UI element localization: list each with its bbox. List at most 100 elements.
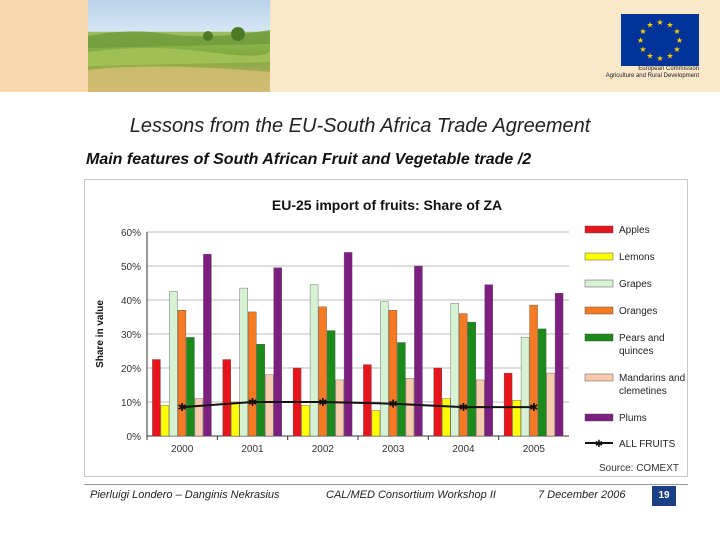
bar	[450, 303, 459, 437]
legend-swatch	[584, 333, 614, 342]
x-tick-label: 2004	[452, 444, 475, 455]
svg-text:★: ★	[656, 54, 663, 63]
y-axis-label: Share in value	[95, 300, 106, 368]
all-fruits-marker: ✱	[248, 396, 257, 409]
legend-label: Grapes	[619, 279, 652, 290]
legend-label: Apples	[619, 225, 650, 236]
footer-event: CAL/MED Consortium Workshop II	[326, 489, 496, 501]
y-tick-label: 40%	[121, 296, 141, 307]
slide-title: Lessons from the EU-South Africa Trade A…	[129, 115, 591, 137]
svg-text:★: ★	[646, 21, 653, 30]
bar	[301, 405, 310, 437]
bar	[318, 306, 327, 437]
y-tick-label: 0%	[127, 432, 142, 443]
legend-label: Mandarins and	[619, 373, 685, 384]
legend-label: Plums	[619, 413, 647, 424]
all-fruits-marker: ✱	[178, 401, 187, 414]
chart-title: EU-25 import of fruits: Share of ZA	[272, 197, 502, 213]
svg-text:★: ★	[676, 36, 683, 45]
bar	[467, 321, 476, 437]
bar	[363, 364, 372, 437]
bar	[546, 372, 555, 437]
bar	[160, 405, 170, 437]
svg-text:★: ★	[646, 52, 653, 61]
bar	[152, 359, 161, 437]
bar	[512, 400, 521, 437]
y-tick-label: 20%	[121, 364, 141, 375]
bar	[335, 379, 344, 437]
all-fruits-marker: ✱	[318, 396, 327, 409]
all-fruits-marker: ✱	[529, 401, 538, 414]
bar	[326, 330, 336, 437]
bar	[169, 291, 178, 437]
bar	[529, 304, 538, 437]
bar	[177, 309, 187, 437]
landscape-photo-art	[88, 27, 270, 92]
chart-svg: EU-25 import of fruits: Share of ZA 0% 10%…	[95, 197, 685, 474]
bar	[309, 284, 319, 437]
bar	[554, 292, 564, 437]
page-number: 19	[652, 486, 676, 506]
bar	[239, 287, 248, 437]
legend-label: Lemons	[619, 252, 655, 263]
x-tick-label: 2000	[171, 444, 194, 455]
eu-stars: ★ ★★ ★★★ ★★★ ★★★	[637, 18, 683, 63]
eu-flag-logo: ★ ★ ★ ★ ★ ★ ★ ★ ★ ★ ★ ★	[621, 14, 699, 66]
svg-text:★: ★	[639, 27, 646, 36]
legend-swatch	[584, 306, 614, 315]
y-tick-label: 60%	[121, 228, 141, 239]
slide-subtitle: Main features of South African Fruit and…	[86, 151, 532, 168]
y-tick-label: 10%	[121, 398, 141, 409]
bar	[397, 342, 406, 437]
svg-text:★: ★	[666, 52, 673, 61]
legend-label: Oranges	[619, 306, 657, 317]
bar	[414, 265, 423, 437]
y-tick-label: 50%	[121, 262, 141, 273]
legend-label: Pears and	[619, 333, 665, 344]
bar	[371, 410, 381, 437]
bar	[343, 252, 353, 437]
bar	[484, 284, 493, 437]
legend-swatch	[584, 225, 614, 234]
bar	[248, 311, 257, 437]
legend-label: ALL FRUITS	[619, 439, 676, 450]
all-fruits-marker: ✱	[459, 401, 468, 414]
svg-text:★: ★	[666, 21, 673, 30]
legend-label: clemetines	[619, 386, 667, 397]
legend-swatch	[584, 413, 614, 422]
x-tick-label: 2001	[241, 444, 264, 455]
svg-text:★: ★	[639, 45, 646, 54]
x-tick-label: 2005	[523, 444, 546, 455]
bar	[433, 367, 442, 437]
bar	[503, 372, 513, 437]
eu-caption-line1: European Commission	[638, 66, 699, 72]
svg-text:★: ★	[656, 18, 663, 27]
legend-label: quinces	[619, 346, 653, 357]
header-left-strip	[0, 0, 88, 92]
bar	[520, 337, 530, 437]
bar	[459, 313, 468, 437]
bar	[380, 301, 389, 437]
bar	[265, 374, 274, 437]
landscape-photo	[88, 0, 270, 92]
bar	[388, 309, 398, 437]
legend-line-marker: ✱	[595, 439, 603, 450]
y-tick-label: 30%	[121, 330, 141, 341]
footer-divider	[84, 484, 688, 485]
svg-text:★: ★	[673, 27, 680, 36]
eu-caption: European Commission Agriculture and Rura…	[565, 66, 699, 80]
svg-text:★: ★	[673, 45, 680, 54]
bar	[186, 337, 195, 437]
bar	[537, 328, 547, 437]
bar	[222, 359, 231, 437]
bar	[405, 377, 415, 437]
chart-source: Source: COMEXT	[599, 463, 679, 474]
eu-caption-line2: Agriculture and Rural Development	[605, 73, 699, 79]
svg-text:★: ★	[637, 36, 644, 45]
all-fruits-line	[182, 401, 534, 409]
legend-swatch	[584, 279, 614, 288]
bar	[256, 343, 265, 437]
footer-date: 7 December 2006	[538, 489, 626, 501]
all-fruits-marker: ✱	[389, 398, 398, 411]
bar	[231, 401, 240, 437]
